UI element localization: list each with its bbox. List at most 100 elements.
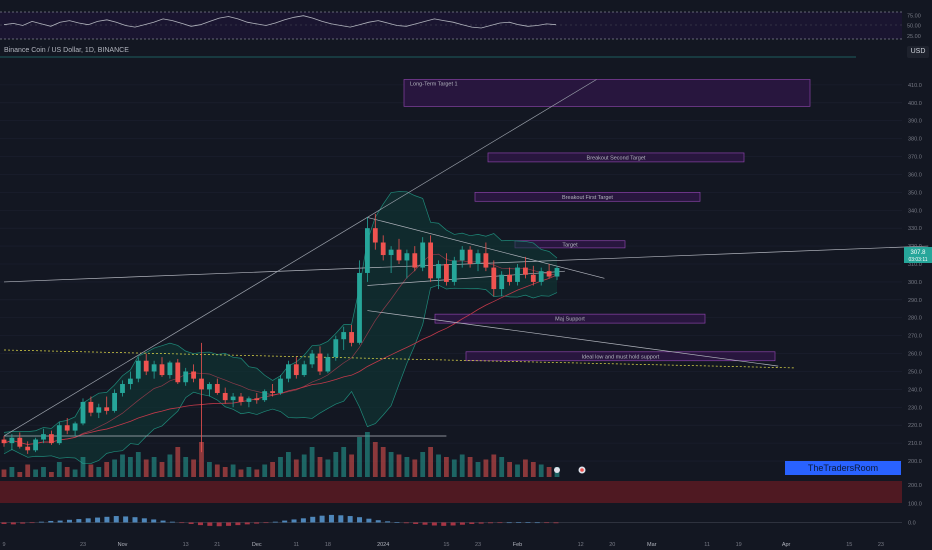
volume-bar <box>191 459 196 477</box>
candle-body <box>317 353 323 372</box>
last-price-value: 307.8 <box>910 250 926 256</box>
volume-bar <box>167 454 173 477</box>
volume-bar <box>278 457 283 477</box>
macd-histogram-bar <box>553 522 559 524</box>
macd-histogram-bar <box>123 516 129 523</box>
candle-body <box>214 384 220 393</box>
price-tick-label: 350.0 <box>908 190 922 196</box>
macd-histogram-bar <box>488 522 494 524</box>
candle-body <box>325 357 331 372</box>
price-tick-label: 410.0 <box>908 83 922 89</box>
macd-histogram-bar <box>413 522 419 524</box>
target-zone <box>403 79 811 107</box>
candle-body <box>451 260 457 282</box>
macd-histogram-bar <box>1 522 7 524</box>
macd-histogram-bar <box>385 521 391 523</box>
volume-bar <box>451 459 457 477</box>
volume-bar <box>404 457 410 477</box>
time-tick-label: 2024 <box>377 542 389 548</box>
candle-body <box>309 353 315 365</box>
macd-histogram-bar <box>141 518 147 523</box>
currency-badge[interactable]: USD <box>907 46 929 58</box>
macd-histogram-bar <box>10 522 16 525</box>
candle-body <box>546 271 552 277</box>
candle-body <box>380 242 386 256</box>
candle-body <box>175 362 181 383</box>
volume-bar <box>396 454 402 477</box>
candle-body <box>88 401 94 413</box>
volume-bar <box>199 442 204 477</box>
candle-body <box>56 425 62 444</box>
target-zones: Long-Term Target 1 Breakout Second Target… <box>403 79 811 362</box>
macd-histogram-bar <box>188 522 194 524</box>
volume-bar <box>325 459 331 477</box>
time-tick-label: 11 <box>293 542 299 548</box>
price-tick-label: 370.0 <box>908 155 922 161</box>
price-tick-label: 280.0 <box>908 316 922 322</box>
time-tick-label: Apr <box>782 542 791 548</box>
candle-body <box>104 407 110 411</box>
macd-histogram-bar <box>244 522 250 525</box>
price-tick-label: 220.0 <box>908 423 922 429</box>
volume-bar <box>507 462 512 477</box>
volume-bar <box>238 469 244 477</box>
macd-histogram-bar <box>76 519 82 523</box>
volume-bar <box>546 467 552 477</box>
symbol-title: Binance Coin / US Dollar, 1D, BINANCE <box>4 47 129 54</box>
price-tick-label: 230.0 <box>908 405 922 411</box>
macd-histogram-bar <box>263 522 269 524</box>
macd-histogram-bar <box>328 514 334 523</box>
macd-tick-label: 0.0 <box>908 520 916 526</box>
macd-histogram-bar <box>347 516 353 523</box>
time-tick-label: 12 <box>578 542 584 548</box>
candle-body <box>143 360 149 372</box>
macd-histogram-bar <box>132 517 138 523</box>
macd-histogram-bar <box>422 522 428 525</box>
macd-histogram-bar <box>497 522 503 524</box>
volume-bar <box>286 452 291 477</box>
brand-badge: TheTradersRoom <box>785 461 901 475</box>
event-marker-icon[interactable] <box>554 467 560 473</box>
macd-histogram-bar <box>20 522 26 524</box>
volume-bar <box>459 454 465 477</box>
candle-body <box>270 391 275 393</box>
candle-body <box>341 332 347 340</box>
candle-body <box>475 253 481 264</box>
oscillator-tick-label: 25.00 <box>907 34 921 40</box>
price-tick-label: 390.0 <box>908 119 922 125</box>
macd-histogram-bar <box>431 522 437 526</box>
oscillator-panel: 75.00 50.00 25.00 <box>0 11 921 40</box>
volume-bar <box>357 437 362 477</box>
macd-histogram-bar <box>319 515 325 523</box>
volume-bar <box>41 467 46 477</box>
last-price-tag <box>904 247 932 263</box>
macd-histogram-bar <box>282 520 288 523</box>
volume-bar <box>523 459 528 477</box>
price-tick-label: 380.0 <box>908 137 922 143</box>
candle-body <box>404 253 410 261</box>
candle-body <box>33 439 38 451</box>
macd-histogram-bar <box>113 516 119 523</box>
macd-histogram-bar <box>459 522 465 525</box>
volume-bar <box>475 462 481 477</box>
macd-histogram-bar <box>104 516 110 523</box>
price-tick-label: 400.0 <box>908 101 922 107</box>
volume-bar <box>1 469 7 477</box>
target-zone-label: Target <box>562 242 578 248</box>
oscillator-series-line <box>3 15 557 29</box>
target-zone-label: Long-Term Target 1 <box>410 81 458 87</box>
price-axis[interactable]: 410.0 400.0 390.0 380.0 370.0 360.0 350.0 340.0… <box>908 83 922 465</box>
macd-histogram-bar <box>95 517 101 523</box>
macd-histogram-bar <box>300 518 306 523</box>
time-axis[interactable]: 9 23 Nov 13 21 Dec 11 18 2024 15 23 Feb 12 20 Mar 11 19 A… <box>2 542 883 548</box>
candle-body <box>135 360 141 379</box>
candle-body <box>207 384 212 390</box>
candle-body <box>301 364 307 376</box>
macd-panel <box>0 514 902 527</box>
macd-histogram-bar <box>235 522 241 526</box>
volume-bar <box>412 459 418 477</box>
macd-histogram-bar <box>366 518 372 523</box>
candle-body <box>357 272 362 343</box>
macd-histogram-bar <box>207 522 213 526</box>
